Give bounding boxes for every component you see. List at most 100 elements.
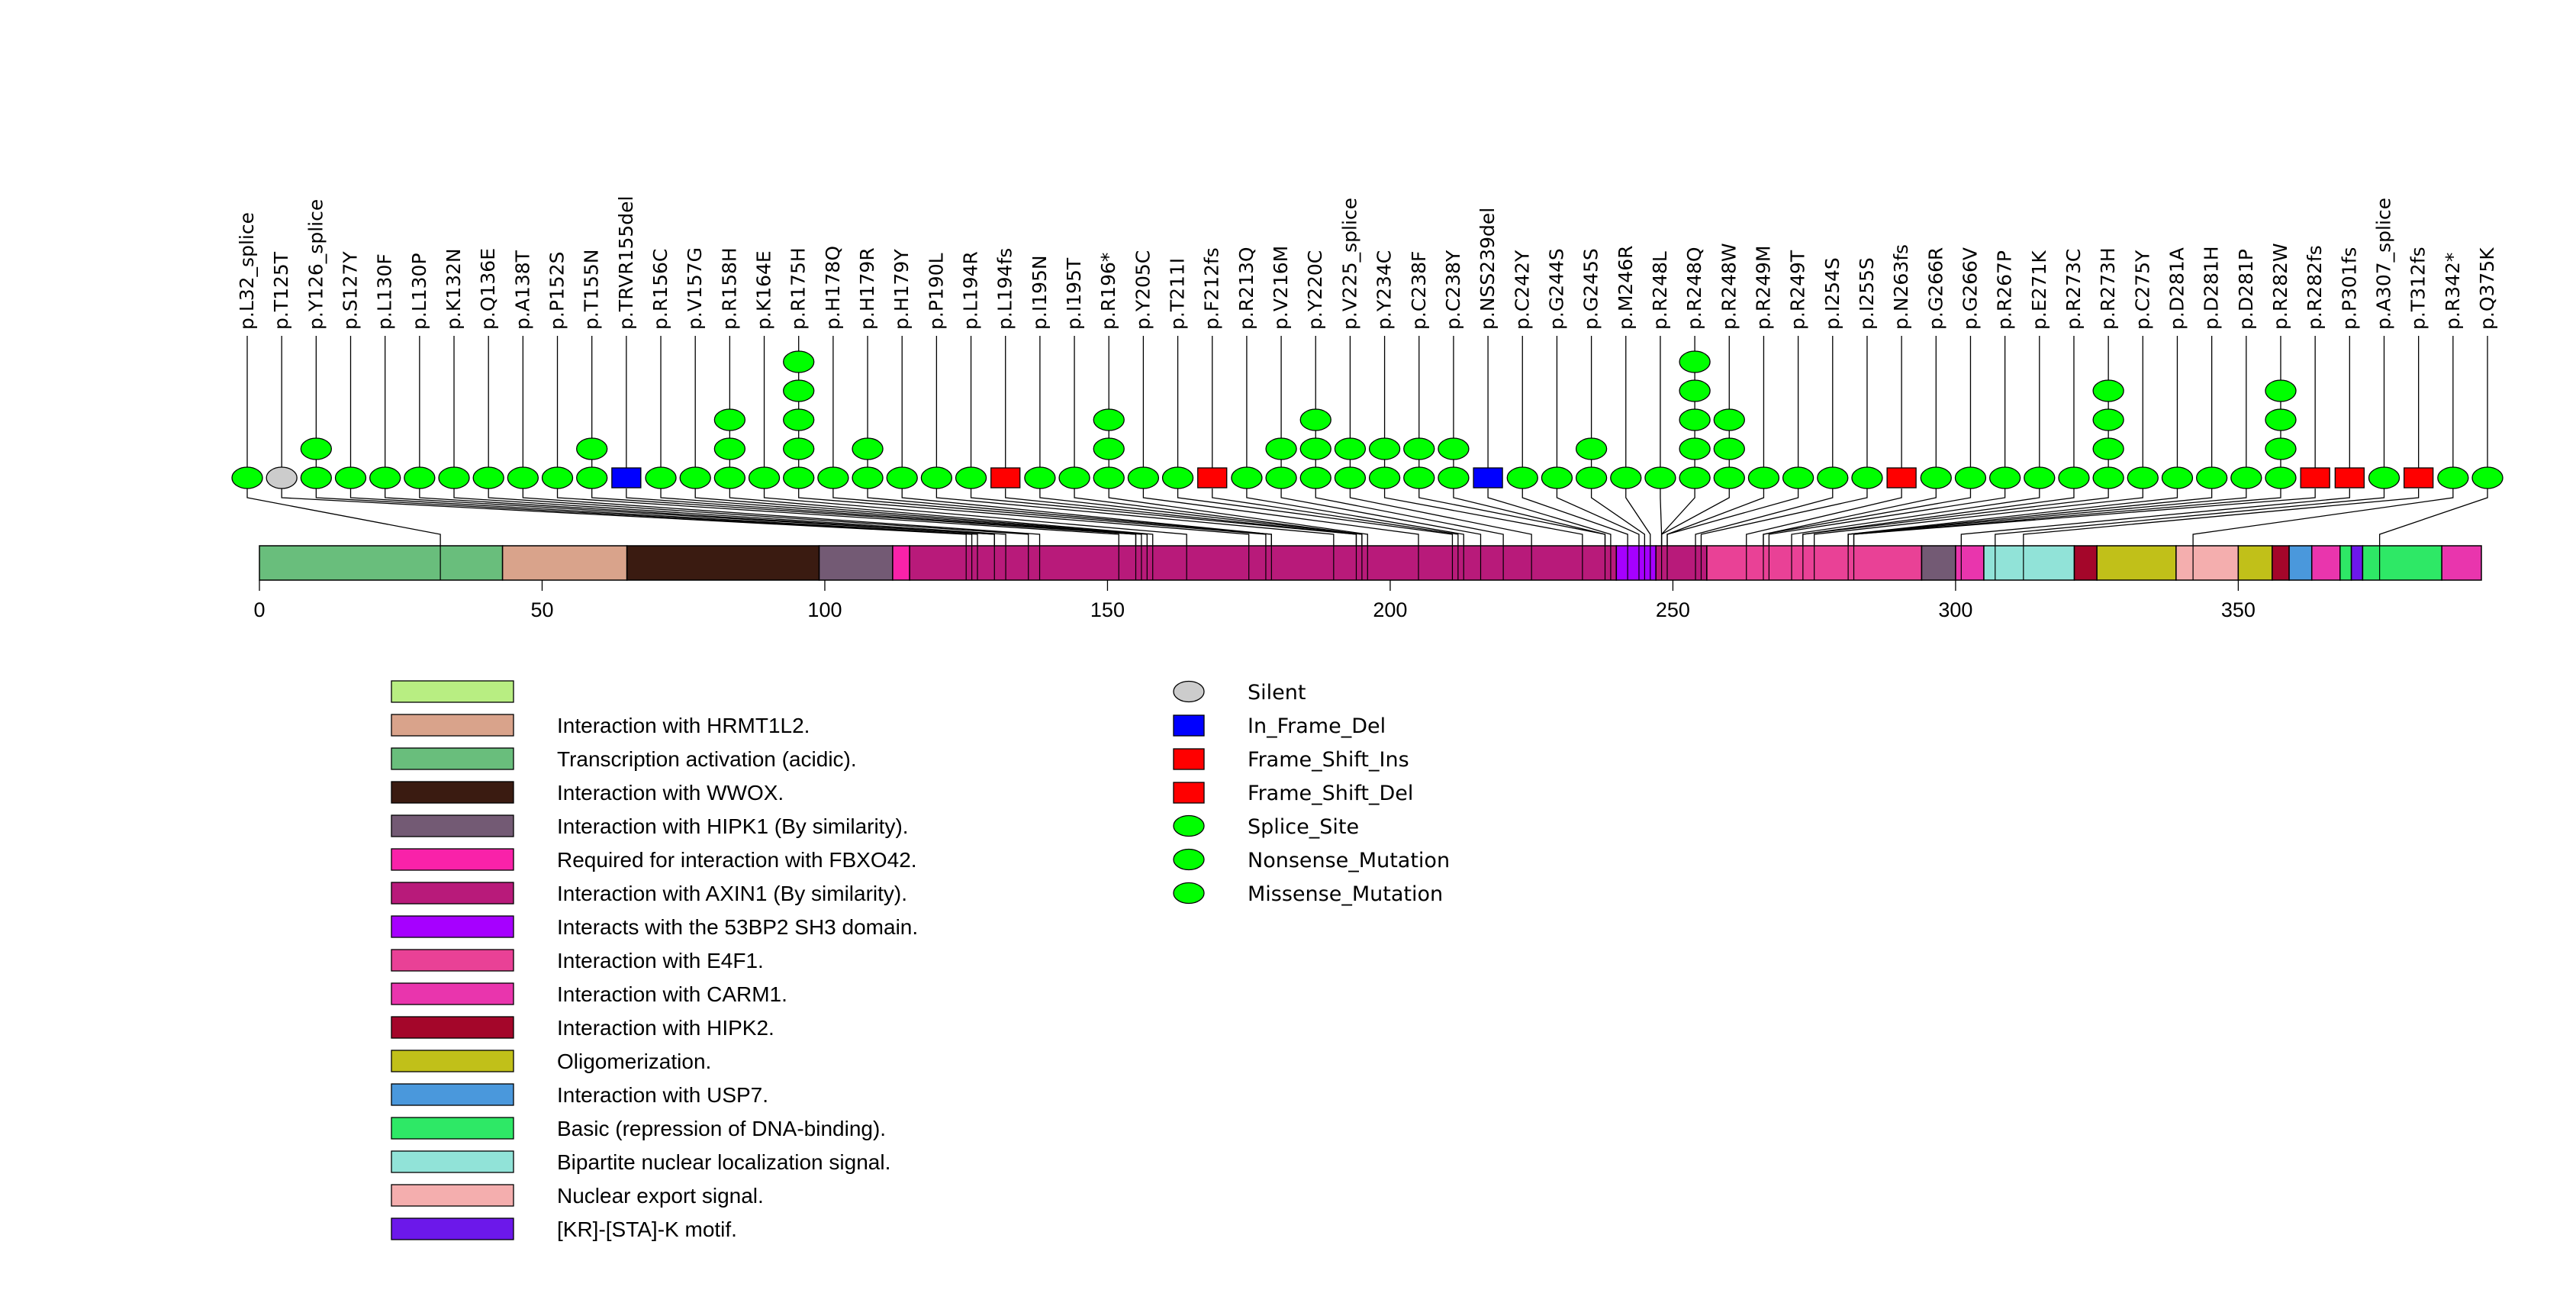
mutation-marker — [886, 466, 918, 489]
mutation-marker — [955, 466, 987, 489]
mutation-marker — [231, 466, 263, 489]
domain-legend-swatch — [391, 949, 514, 972]
connector-line — [1039, 489, 1363, 546]
mutation-marker — [1747, 466, 1780, 489]
domain-segment — [2073, 545, 2098, 581]
domain-legend-swatch — [391, 714, 514, 737]
mutation-label: p.G244S — [1545, 248, 1567, 330]
domain-legend-swatch — [391, 1184, 514, 1207]
domain-legend-label: Bipartite nuclear localization signal. — [557, 1150, 890, 1174]
mutation-label: p.C242Y — [1511, 250, 1533, 330]
mutation-label: p.L130F — [374, 253, 396, 330]
mutation-marker — [369, 466, 401, 489]
mutation-marker — [1058, 466, 1090, 489]
mutation-label: p.G266R — [1924, 247, 1946, 330]
mutation-marker — [2265, 408, 2297, 431]
mutation-label: p.R248W — [1718, 243, 1740, 330]
mutation-marker — [300, 466, 332, 489]
connector-line — [1521, 489, 1628, 546]
mutation-label: p.L194fs — [994, 248, 1016, 330]
mutation-marker — [1679, 408, 1711, 431]
mutation-label: p.R273C — [2062, 249, 2085, 330]
domain-segment — [1955, 545, 1985, 581]
mutation-marker — [1644, 466, 1676, 489]
x-tick-label: 300 — [1938, 598, 1972, 621]
mutation-marker — [1713, 466, 1745, 489]
x-tick-label: 200 — [1373, 598, 1407, 621]
mutation-label: p.NSS239del — [1476, 208, 1499, 330]
connector-line — [1556, 489, 1640, 546]
connector-line — [660, 489, 1142, 546]
connector-line — [1660, 489, 1695, 546]
connector-line — [1660, 489, 1730, 546]
mutation-marker — [2334, 467, 2365, 489]
connector-line — [935, 489, 1335, 546]
domain-segment — [2310, 545, 2341, 581]
mutation-label: p.G266V — [1959, 247, 1981, 330]
domain-segment — [501, 545, 628, 581]
mutation-label: p.P301fs — [2338, 247, 2360, 330]
mutation-label: p.G245S — [1580, 248, 1602, 330]
connector-line — [488, 489, 1029, 546]
domain-segment — [909, 545, 1618, 581]
domain-legend-label: Oligomerization. — [557, 1050, 711, 1073]
connector-line — [453, 489, 1006, 546]
mutation-label: p.Y234C — [1373, 250, 1396, 330]
x-tick-label: 50 — [530, 598, 553, 621]
mutation-marker — [334, 466, 367, 489]
x-axis: 0 50 100 150 200 250 300 350 — [253, 580, 2256, 621]
connector-line — [1995, 489, 2385, 546]
mutation-marker — [852, 466, 884, 489]
mutation-type-legend-label: Silent — [1248, 681, 1306, 705]
mutation-marker — [1265, 466, 1297, 489]
mutation-label: p.R249M — [1752, 246, 1774, 330]
connector-line — [729, 489, 1154, 546]
mutation-type-legend-label: Missense_Mutation — [1248, 882, 1443, 906]
connector-line — [1487, 489, 1612, 546]
connector-line — [1453, 489, 1606, 546]
connector-line — [1280, 489, 1482, 546]
mutation-type-legend-label: Frame_Shift_Del — [1248, 782, 1413, 805]
mutation-marker — [783, 350, 815, 373]
domain-legend-swatch — [391, 1016, 514, 1039]
mutation-marker — [1093, 408, 1125, 431]
connector-line — [419, 489, 995, 546]
domain-segment — [2362, 545, 2442, 581]
domain-legend-swatch — [391, 915, 514, 938]
mutation-label: p.I195T — [1063, 257, 1085, 330]
mutation-label: p.D281H — [2201, 246, 2223, 330]
domain-legend-label: Interaction with WWOX. — [557, 781, 784, 805]
mutation-marker — [852, 437, 884, 460]
mutation-marker — [783, 379, 815, 402]
mutation-marker — [1231, 466, 1263, 489]
mutation-marker — [679, 466, 711, 489]
mutation-label: p.L130P — [408, 253, 430, 330]
connector-line — [1625, 489, 1651, 546]
mutation-label: p.R342* — [2442, 253, 2464, 330]
mutation-type-legend-swatch — [1173, 714, 1205, 737]
mutation-marker — [2265, 379, 2297, 402]
connector-line — [694, 489, 1148, 546]
mutation-marker — [1299, 408, 1331, 431]
mutation-marker — [1575, 437, 1608, 460]
connector-line — [1315, 489, 1504, 546]
mutation-marker — [1920, 466, 1952, 489]
mutation-marker — [541, 466, 574, 489]
domain-segment — [2441, 545, 2482, 581]
mutation-type-legend-swatch — [1173, 882, 1205, 905]
connector-line — [349, 489, 978, 546]
mutation-marker — [2161, 466, 2194, 489]
mutation-marker — [783, 466, 815, 489]
mutation-type-legend-label: Frame_Shift_Ins — [1248, 748, 1409, 772]
mutation-label: p.F212fs — [1201, 247, 1223, 330]
domain-legend-swatch — [391, 814, 514, 837]
mutation-marker — [266, 466, 298, 489]
domain-segment — [2096, 545, 2177, 581]
connector-line — [2192, 489, 2454, 546]
mutation-labels: p.L32_splice p.T125T p.Y126_splice p.S127Y p… — [236, 196, 2498, 330]
mutation-label: p.Q136E — [477, 248, 499, 330]
mutation-type-legend-label: In_Frame_Del — [1248, 714, 1386, 738]
domain-legend-swatch — [391, 1217, 514, 1240]
connector-line — [1142, 489, 1419, 546]
connector-line — [246, 489, 441, 546]
